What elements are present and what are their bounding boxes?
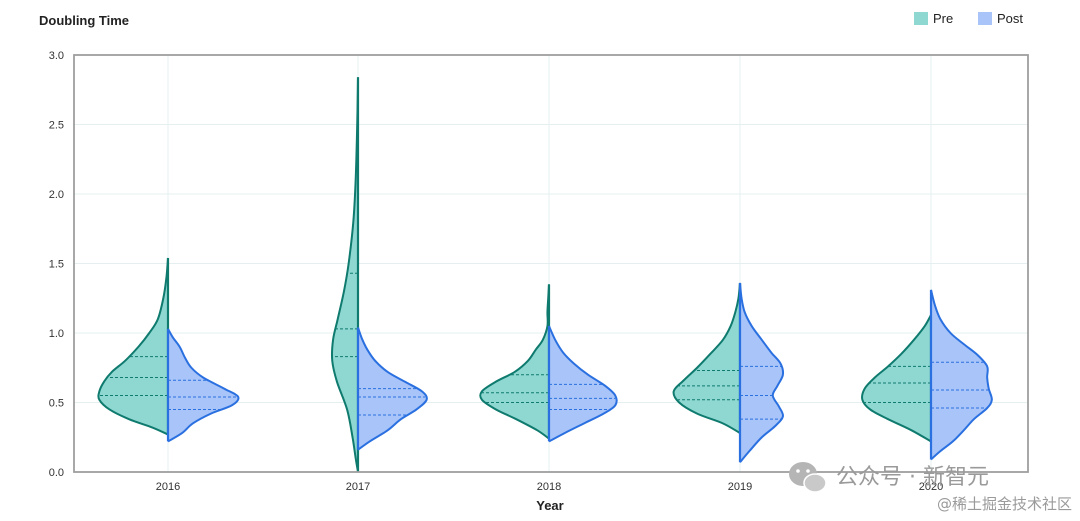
violin-post-2019	[738, 282, 785, 463]
violin-pre-2017	[330, 77, 360, 473]
violin-outline	[672, 282, 741, 434]
violin-body	[168, 328, 239, 442]
y-tick-label: 0.5	[49, 398, 64, 410]
violin-pre-2019	[672, 282, 742, 434]
x-tick-label: 2019	[728, 481, 752, 493]
x-tick-label: 2016	[156, 481, 180, 493]
y-tick-label: 1.0	[49, 328, 64, 340]
violin-body	[740, 282, 784, 463]
y-tick-label: 0.0	[49, 467, 64, 479]
x-tick-label: 2017	[346, 481, 370, 493]
y-tick-label: 2.0	[49, 189, 64, 201]
violin-outline	[548, 325, 618, 443]
legend-label-pre: Pre	[933, 11, 953, 26]
violin-outline	[330, 77, 359, 473]
violin-body	[862, 314, 931, 442]
y-axis-ticks: 0.0 0.5 1.0 1.5 2.0 2.5 3.0	[49, 50, 64, 479]
violin-outline	[930, 289, 993, 461]
y-tick-label: 1.5	[49, 259, 64, 271]
legend-swatch-pre	[914, 12, 928, 25]
violin-pre-2020	[861, 314, 933, 443]
legend-label-post: Post	[997, 11, 1023, 26]
violin-post-2017	[356, 327, 428, 451]
violin-post-2016	[166, 328, 240, 443]
violin-pre-2016	[97, 257, 170, 436]
wechat-icon	[789, 462, 827, 493]
watermark: 公众号 · 新智元 @稀土掘金技术社区	[789, 462, 1072, 513]
y-tick-label: 2.5	[49, 120, 64, 132]
chart-title: Doubling Time	[39, 13, 129, 28]
x-axis-ticks: 2016 2017 2018 2019 2020	[156, 481, 943, 493]
violin-body	[358, 327, 427, 450]
violin-body	[480, 284, 549, 439]
violin-body	[98, 257, 168, 435]
violin-body	[931, 289, 992, 460]
violin-pre-2018	[479, 284, 551, 440]
violin-outline	[479, 284, 550, 440]
x-tick-label: 2020	[919, 481, 943, 493]
plot-frame	[73, 54, 1029, 473]
violin-outline	[357, 327, 428, 451]
violin-body	[549, 326, 617, 442]
legend: Pre Post	[914, 11, 1023, 26]
y-tick-label: 3.0	[49, 50, 64, 62]
watermark-site: @稀土掘金技术社区	[937, 495, 1072, 513]
violin-post-2018	[547, 325, 618, 443]
x-tick-label: 2018	[537, 481, 561, 493]
violin-post-2020	[929, 289, 993, 461]
legend-swatch-post	[978, 12, 992, 25]
x-axis-title: Year	[536, 498, 563, 513]
violin-outline	[739, 282, 785, 463]
violins	[97, 77, 993, 473]
watermark-account: 公众号 · 新智元	[836, 465, 989, 490]
violin-outline	[861, 314, 932, 443]
violin-body	[331, 77, 358, 473]
violin-outline	[97, 257, 169, 436]
violin-outline	[167, 328, 240, 443]
